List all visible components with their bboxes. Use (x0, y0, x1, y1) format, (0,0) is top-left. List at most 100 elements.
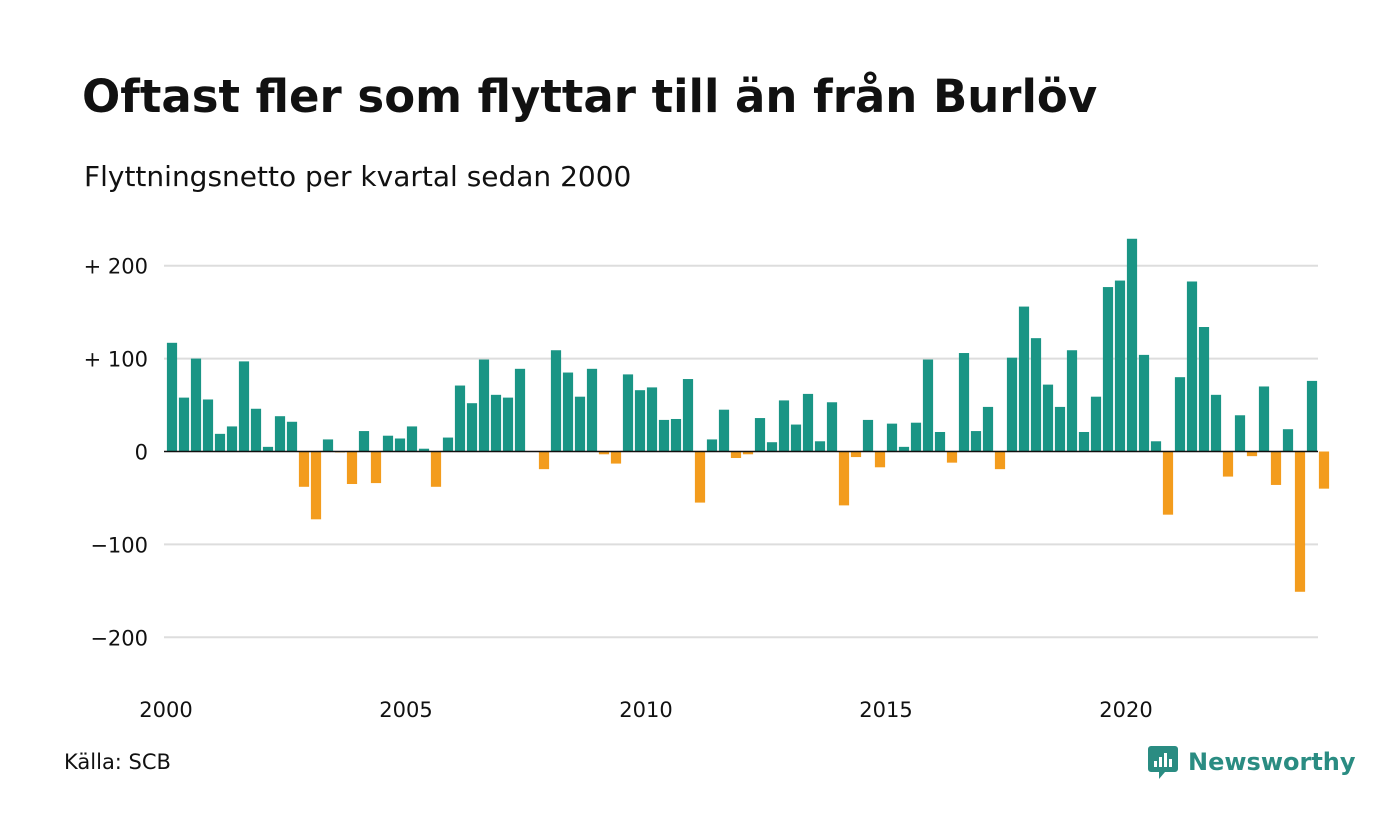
bar (898, 446, 910, 452)
bar (310, 451, 322, 520)
bar (910, 422, 922, 452)
bar (478, 359, 490, 452)
bar (850, 451, 862, 458)
bar (886, 423, 898, 452)
bar (250, 408, 262, 452)
bar (1126, 238, 1138, 452)
bar (838, 451, 850, 506)
bar (418, 448, 430, 452)
y-tick-label: + 100 (84, 348, 148, 372)
bar (682, 379, 694, 452)
chart-title: Oftast fler som flyttar till än från Bur… (82, 70, 1098, 123)
bar (502, 397, 514, 452)
bar (166, 342, 178, 452)
bar (958, 353, 970, 452)
bar (1006, 357, 1018, 452)
y-tick-label: −100 (90, 533, 148, 557)
bar (802, 393, 814, 452)
newsworthy-logo: Newsworthy (1148, 744, 1356, 780)
bar (742, 451, 754, 455)
x-tick-label: 2010 (619, 698, 672, 722)
bar (1066, 350, 1078, 452)
y-tick-label: −200 (90, 626, 148, 650)
bar (610, 451, 622, 464)
bar (226, 426, 238, 452)
bar (622, 374, 634, 452)
bar (370, 451, 382, 484)
bar (322, 439, 334, 452)
bar (346, 451, 358, 485)
bar (1174, 377, 1186, 452)
bar (490, 394, 502, 452)
bar (754, 418, 766, 452)
bar (982, 406, 994, 452)
bar (1102, 287, 1114, 452)
bar (202, 399, 214, 452)
bar (634, 390, 646, 452)
bar (874, 451, 886, 468)
bar (766, 442, 778, 452)
bar (538, 451, 550, 470)
bar (550, 350, 562, 452)
bar (430, 451, 442, 487)
bar (1306, 380, 1318, 452)
bar (670, 418, 682, 452)
bar (814, 441, 826, 452)
bar (694, 451, 706, 503)
bar (406, 426, 418, 452)
bar (646, 387, 658, 452)
bar (298, 451, 310, 487)
bar (1294, 451, 1306, 592)
newsworthy-logo-text: Newsworthy (1188, 748, 1356, 776)
bars (166, 238, 1330, 592)
bar (790, 424, 802, 452)
bar (382, 435, 394, 452)
bar (394, 438, 406, 452)
bar (442, 437, 454, 452)
grid-lines (164, 264, 1318, 639)
bar (358, 431, 370, 452)
x-tick-label: 2005 (379, 698, 432, 722)
bar (286, 421, 298, 452)
bar (1090, 396, 1102, 452)
bar (586, 368, 598, 452)
bar (994, 451, 1006, 470)
bar (1138, 354, 1150, 452)
x-tick-label: 2020 (1099, 698, 1152, 722)
bar (1282, 429, 1294, 452)
bar (1186, 281, 1198, 452)
bar (238, 361, 250, 452)
bar (262, 446, 274, 452)
bar (658, 419, 670, 452)
x-tick-label: 2000 (139, 698, 192, 722)
bar (1258, 386, 1270, 452)
x-axis-tick-labels: 2000 2005 2010 2015 2020 (139, 698, 1152, 722)
bar (1318, 451, 1330, 489)
bar (190, 358, 202, 452)
bar (1114, 280, 1126, 452)
bar (1222, 451, 1234, 477)
bar (1234, 415, 1246, 452)
bar (514, 368, 526, 452)
y-axis-tick-labels: + 200 + 100 0 −100 −200 (84, 255, 148, 651)
bar (1054, 406, 1066, 452)
bar (1198, 327, 1210, 452)
bar (1162, 451, 1174, 515)
bar (730, 451, 742, 459)
bar (1210, 394, 1222, 452)
bar (1078, 431, 1090, 452)
bar (1018, 306, 1030, 452)
bar (454, 385, 466, 452)
bar (826, 402, 838, 452)
bar (946, 451, 958, 463)
bar (598, 451, 610, 455)
y-tick-label: 0 (135, 441, 148, 465)
bar (706, 439, 718, 452)
newsworthy-logo-icon (1148, 746, 1178, 779)
bar (862, 419, 874, 452)
bar (466, 403, 478, 452)
bar (934, 431, 946, 452)
chart-subtitle: Flyttningsnetto per kvartal sedan 2000 (84, 160, 632, 193)
y-tick-label: + 200 (84, 255, 148, 279)
